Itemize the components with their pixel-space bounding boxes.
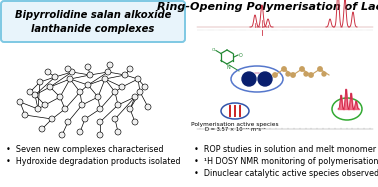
Circle shape [65,119,71,125]
Circle shape [47,84,53,90]
Circle shape [135,76,141,82]
Circle shape [112,89,118,95]
Circle shape [115,129,121,135]
Circle shape [87,72,93,78]
Circle shape [77,129,83,135]
Circle shape [22,112,28,118]
Circle shape [258,72,272,86]
Circle shape [300,67,304,71]
Circle shape [17,99,23,105]
Circle shape [37,79,43,85]
Text: •  Seven new complexes characterised: • Seven new complexes characterised [6,145,164,154]
Circle shape [85,82,91,88]
Circle shape [127,106,133,112]
Circle shape [49,116,55,122]
Circle shape [77,89,83,95]
Circle shape [82,116,88,122]
Circle shape [142,84,148,90]
Circle shape [304,72,308,76]
Text: Bipyrrolidine salan alkoxide: Bipyrrolidine salan alkoxide [15,10,171,20]
Circle shape [79,102,85,108]
Text: N: N [226,65,230,70]
Circle shape [122,72,128,78]
Circle shape [27,89,33,95]
Circle shape [85,64,91,70]
Circle shape [119,84,125,90]
Circle shape [242,72,256,86]
Text: Cl: Cl [212,47,216,51]
Text: Ring-Opening Polymerisation of Lactide: Ring-Opening Polymerisation of Lactide [157,2,378,12]
Circle shape [97,106,103,112]
Text: D = 3.57 × 10⁻¹¹ m²s⁻¹: D = 3.57 × 10⁻¹¹ m²s⁻¹ [204,127,265,132]
Circle shape [62,106,68,112]
Circle shape [318,67,322,71]
Text: •  Dinuclear catalytic active species observed: • Dinuclear catalytic active species obs… [194,168,378,177]
Circle shape [32,92,38,98]
Circle shape [57,94,63,100]
Text: Polymerisation active species: Polymerisation active species [191,122,279,127]
Circle shape [69,69,75,75]
Text: O: O [239,53,243,57]
Circle shape [132,119,138,125]
Circle shape [309,73,313,77]
Circle shape [59,132,65,138]
Circle shape [145,104,151,110]
Text: •  Hydroxide degradation products isolated: • Hydroxide degradation products isolate… [6,157,181,165]
FancyBboxPatch shape [1,1,185,42]
Circle shape [95,94,101,100]
Circle shape [286,72,290,76]
Circle shape [127,66,133,72]
Circle shape [282,67,286,71]
Circle shape [132,94,138,100]
Text: •  ¹H DOSY NMR monitoring of polymerisation: • ¹H DOSY NMR monitoring of polymerisati… [194,157,378,165]
Text: lanthanide complexes: lanthanide complexes [31,24,155,34]
Circle shape [107,62,113,68]
Circle shape [97,132,103,138]
Circle shape [35,106,41,112]
Circle shape [97,119,103,125]
Circle shape [42,102,48,108]
Circle shape [45,69,51,75]
Text: •  ROP studies in solution and melt monomer: • ROP studies in solution and melt monom… [194,145,376,154]
Circle shape [67,76,73,82]
Circle shape [291,73,295,77]
Circle shape [112,116,118,122]
Circle shape [102,76,108,82]
Circle shape [105,69,111,75]
Circle shape [115,102,121,108]
Circle shape [39,126,45,132]
Circle shape [52,74,58,80]
Circle shape [137,89,143,95]
Circle shape [65,66,71,72]
Circle shape [322,72,326,76]
Circle shape [273,73,277,77]
